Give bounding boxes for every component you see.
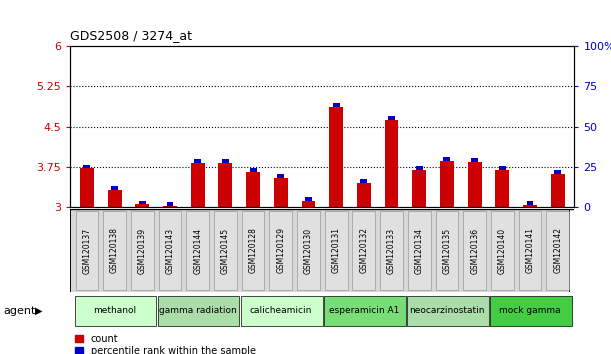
Text: GSM120139: GSM120139 [137, 227, 147, 274]
Bar [496, 170, 509, 207]
Text: ▶: ▶ [35, 306, 43, 316]
Text: GSM120142: GSM120142 [553, 228, 562, 273]
Bar [554, 170, 561, 174]
Text: GDS2508 / 3274_at: GDS2508 / 3274_at [70, 29, 192, 42]
Bar [241, 296, 323, 326]
Bar [219, 163, 232, 207]
Text: GSM120144: GSM120144 [193, 227, 202, 274]
Bar [332, 103, 340, 107]
Bar [194, 159, 201, 163]
Bar [108, 190, 122, 207]
Bar [103, 211, 126, 290]
Bar [353, 211, 375, 290]
Bar [277, 174, 284, 178]
Bar [325, 211, 348, 290]
Bar [297, 211, 320, 290]
Bar [302, 201, 315, 207]
Bar [388, 116, 395, 120]
Text: GSM120136: GSM120136 [470, 227, 479, 274]
Bar [269, 211, 292, 290]
Bar [159, 211, 181, 290]
Text: calicheamicin: calicheamicin [249, 306, 312, 315]
Text: GSM120143: GSM120143 [166, 227, 175, 274]
Bar [523, 205, 537, 207]
Bar [444, 157, 450, 161]
Bar [491, 296, 572, 326]
Bar [163, 206, 177, 207]
Bar [158, 296, 240, 326]
Bar [329, 107, 343, 207]
Text: GSM120132: GSM120132 [359, 228, 368, 273]
Bar [357, 183, 371, 207]
Bar [491, 211, 514, 290]
Bar [191, 163, 205, 207]
Bar [324, 296, 406, 326]
Bar [467, 162, 481, 207]
Bar [384, 120, 398, 207]
Bar [360, 179, 367, 183]
Bar [408, 296, 489, 326]
Bar [436, 211, 458, 290]
Text: methanol: methanol [93, 306, 136, 315]
Bar [84, 165, 90, 169]
Text: GSM120141: GSM120141 [525, 228, 535, 273]
Bar [415, 166, 423, 170]
Text: gamma radiation: gamma radiation [159, 306, 236, 315]
Text: GSM120130: GSM120130 [304, 227, 313, 274]
Text: GSM120134: GSM120134 [415, 227, 424, 274]
Bar [250, 169, 257, 172]
Bar [412, 170, 426, 207]
Bar [139, 201, 146, 204]
Text: GSM120137: GSM120137 [82, 227, 92, 274]
Bar [186, 211, 209, 290]
Text: GSM120145: GSM120145 [221, 227, 230, 274]
Legend: count, percentile rank within the sample: count, percentile rank within the sample [75, 334, 255, 354]
Text: agent: agent [3, 306, 35, 316]
Text: GSM120129: GSM120129 [276, 228, 285, 273]
Text: GSM120133: GSM120133 [387, 227, 396, 274]
Bar [136, 204, 149, 207]
Bar [408, 211, 431, 290]
Bar [440, 161, 454, 207]
Text: GSM120140: GSM120140 [498, 227, 507, 274]
Text: GSM120135: GSM120135 [442, 227, 452, 274]
Text: GSM120128: GSM120128 [249, 228, 258, 273]
Bar [246, 172, 260, 207]
Bar [519, 211, 541, 290]
Bar [75, 296, 156, 326]
Bar [471, 158, 478, 162]
Bar [463, 211, 486, 290]
Bar [167, 202, 174, 206]
Bar [499, 166, 506, 170]
Bar [551, 174, 565, 207]
Bar [527, 201, 533, 205]
Bar [111, 186, 118, 190]
Bar [242, 211, 265, 290]
Bar [222, 159, 229, 163]
Bar [546, 211, 569, 290]
Text: GSM120131: GSM120131 [332, 228, 341, 273]
Bar [305, 197, 312, 201]
Text: neocarzinostatin: neocarzinostatin [409, 306, 485, 315]
Bar [214, 211, 236, 290]
Bar [380, 211, 403, 290]
Text: esperamicin A1: esperamicin A1 [329, 306, 399, 315]
Bar [131, 211, 153, 290]
Bar [80, 169, 94, 207]
Text: GSM120138: GSM120138 [110, 228, 119, 273]
Bar [76, 211, 98, 290]
Text: mock gamma: mock gamma [499, 306, 561, 315]
Bar [274, 178, 288, 207]
